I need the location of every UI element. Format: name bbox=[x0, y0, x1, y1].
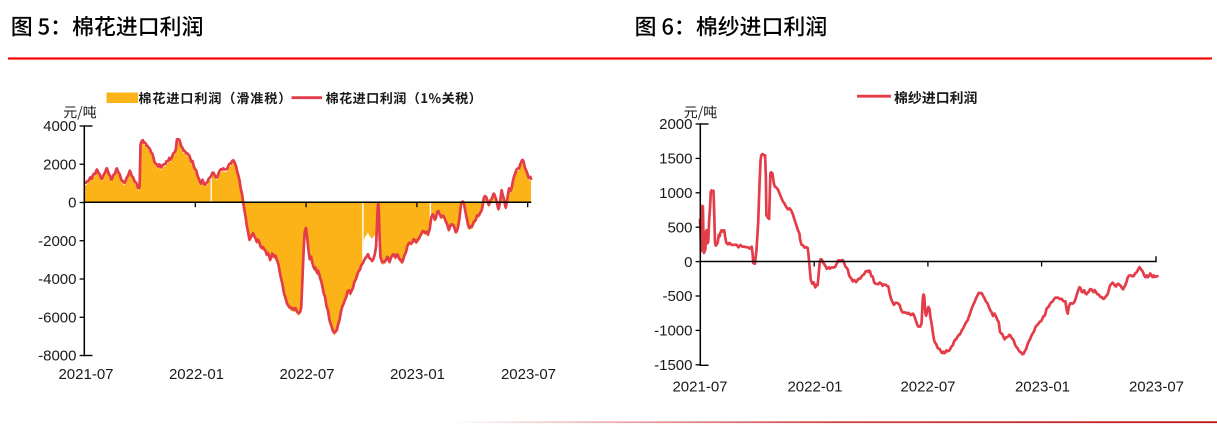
svg-text:0: 0 bbox=[68, 195, 76, 212]
svg-text:1500: 1500 bbox=[659, 151, 692, 168]
svg-text:2022-07: 2022-07 bbox=[279, 366, 334, 383]
svg-text:-2000: -2000 bbox=[38, 233, 76, 250]
svg-text:2023-07: 2023-07 bbox=[501, 366, 556, 383]
svg-text:-1500: -1500 bbox=[654, 357, 692, 374]
svg-text:500: 500 bbox=[667, 219, 692, 236]
svg-text:-1000: -1000 bbox=[654, 323, 692, 340]
svg-text:2022-01: 2022-01 bbox=[787, 378, 842, 395]
svg-text:-500: -500 bbox=[662, 288, 692, 305]
svg-text:-6000: -6000 bbox=[38, 309, 76, 326]
svg-text:2021-07: 2021-07 bbox=[58, 366, 113, 383]
svg-text:-4000: -4000 bbox=[38, 271, 76, 288]
svg-text:-8000: -8000 bbox=[38, 348, 76, 365]
svg-text:2022-07: 2022-07 bbox=[900, 378, 955, 395]
svg-text:2023-07: 2023-07 bbox=[1129, 378, 1184, 395]
svg-text:2000: 2000 bbox=[43, 156, 76, 173]
svg-text:2023-01: 2023-01 bbox=[390, 366, 445, 383]
svg-text:0: 0 bbox=[684, 254, 692, 271]
svg-text:2000: 2000 bbox=[659, 116, 692, 133]
svg-text:4000: 4000 bbox=[43, 118, 76, 135]
svg-text:1000: 1000 bbox=[659, 185, 692, 202]
svg-text:2023-01: 2023-01 bbox=[1015, 378, 1070, 395]
svg-text:2022-01: 2022-01 bbox=[169, 366, 224, 383]
svg-text:2021-07: 2021-07 bbox=[672, 378, 727, 395]
